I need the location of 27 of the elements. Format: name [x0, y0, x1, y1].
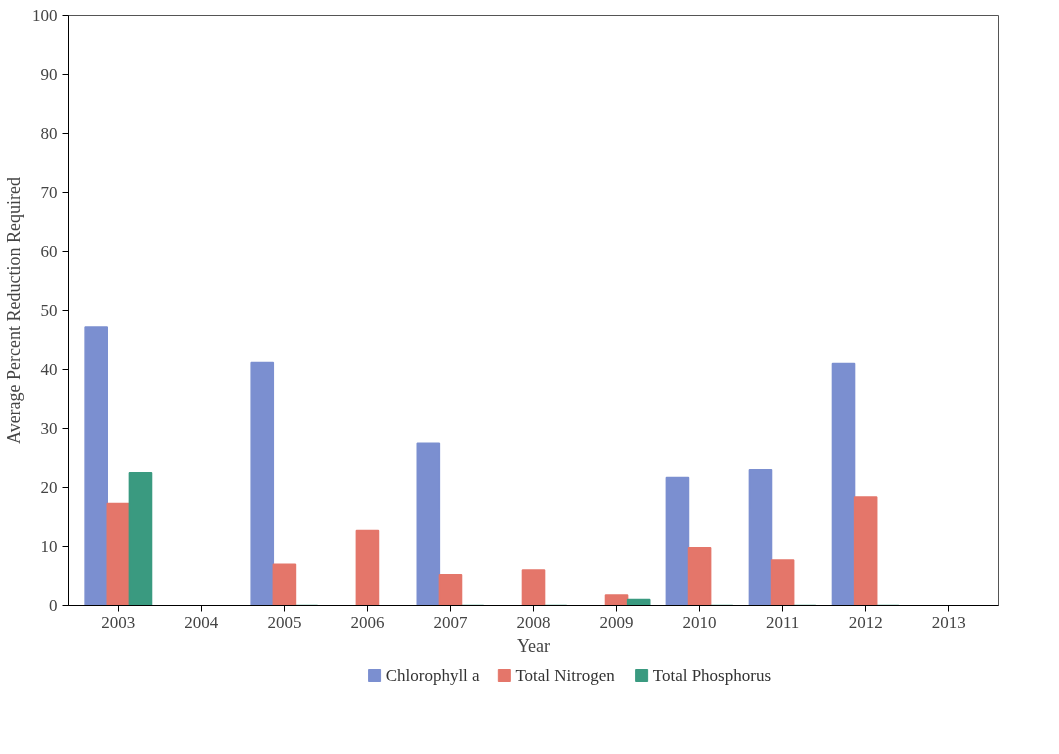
y-tick-label: 50 [40, 301, 58, 320]
x-tick-label: 2007 [433, 612, 468, 632]
x-tick-label: 2013 [931, 612, 966, 632]
x-axis-title: Year [516, 635, 551, 656]
legend-label: Chlorophyll a [385, 666, 481, 685]
legend-label: Total Nitrogen [515, 666, 616, 685]
y-tick-label: 10 [40, 537, 58, 556]
y-tick-label: 80 [40, 124, 58, 143]
y-tick-label: 30 [40, 419, 58, 438]
x-tick-label: 2004 [184, 612, 219, 632]
x-tick-label: 2012 [848, 612, 883, 632]
y-tick-label: 0 [49, 596, 58, 615]
x-tick-label: 2009 [599, 612, 634, 632]
y-tick-label: 20 [40, 478, 58, 497]
y-tick-label: 40 [40, 360, 58, 379]
x-tick-label: 2008 [516, 612, 551, 632]
x-tick-label: 2010 [682, 612, 717, 632]
y-tick-label: 100 [32, 6, 58, 25]
x-tick-label: 2006 [350, 612, 385, 632]
y-tick-label: 60 [40, 242, 58, 261]
y-tick-label: 90 [40, 65, 58, 84]
legend-label: Total Phosphorus [652, 666, 771, 685]
y-axis-title: Average Percent Reduction Required [4, 176, 24, 445]
x-tick-label: 2005 [267, 612, 302, 632]
x-tick-label: 2003 [101, 612, 136, 632]
x-tick-label: 2011 [765, 612, 800, 632]
y-tick-label: 70 [40, 183, 58, 202]
